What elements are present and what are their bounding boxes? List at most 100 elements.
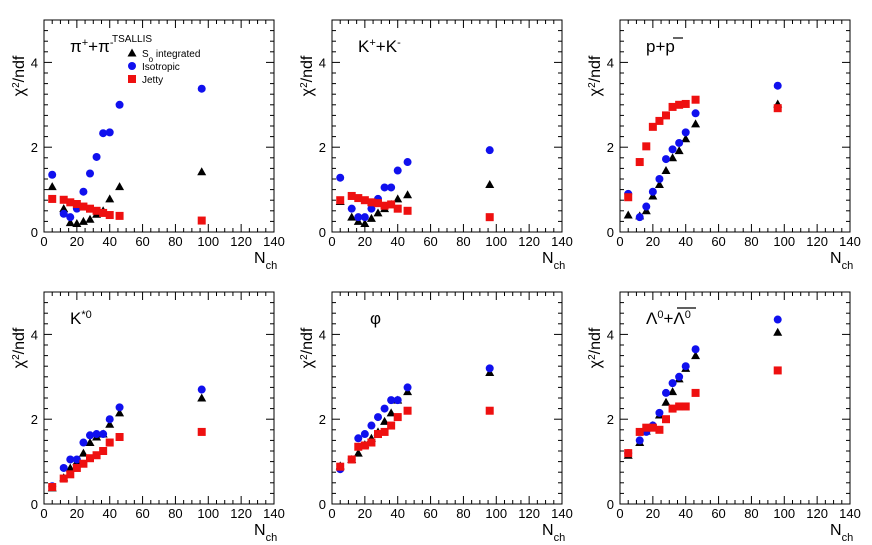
data-point-jetty xyxy=(668,102,677,111)
data-point-isotropic xyxy=(655,408,664,417)
data-point-isotropic xyxy=(72,455,81,464)
data-point-s0 xyxy=(78,216,88,225)
data-point-jetty xyxy=(773,104,782,113)
panel-title: φ xyxy=(370,309,381,328)
legend-title: TSALLIS xyxy=(112,34,152,45)
data-point-jetty xyxy=(380,427,389,436)
x-tick-label: 0 xyxy=(328,234,335,249)
series-jetty xyxy=(624,366,782,458)
legend-marker-isotropic xyxy=(128,62,136,70)
data-point-jetty xyxy=(79,202,88,211)
series-jetty xyxy=(48,427,206,492)
data-point-jetty xyxy=(635,427,644,436)
data-point-s0 xyxy=(623,210,633,219)
series-s0 xyxy=(623,99,783,220)
x-tick-label: 20 xyxy=(70,234,84,249)
x-tick-label: 120 xyxy=(230,234,252,249)
x-tick-label: 140 xyxy=(263,234,285,249)
data-point-s0 xyxy=(668,153,678,162)
data-point-isotropic xyxy=(387,396,396,405)
data-point-jetty xyxy=(360,196,369,205)
x-axis-title: Nch xyxy=(542,250,565,272)
x-tick-label: 60 xyxy=(423,234,437,249)
data-point-isotropic xyxy=(197,385,206,394)
y-tick-label: 0 xyxy=(31,497,38,512)
data-point-isotropic xyxy=(648,187,657,196)
y-tick-label: 2 xyxy=(31,412,38,427)
x-tick-label: 20 xyxy=(358,234,372,249)
series-isotropic xyxy=(48,84,206,222)
data-point-isotropic xyxy=(336,173,345,182)
x-tick-label: 100 xyxy=(197,234,219,249)
data-point-jetty xyxy=(403,206,412,215)
y-axis-title: χ2/ndf xyxy=(11,55,29,96)
x-tick-label: 100 xyxy=(485,506,507,521)
data-point-s0 xyxy=(353,448,363,457)
y-axis-title: χ2/ndf xyxy=(587,327,605,368)
data-point-isotropic xyxy=(86,431,94,440)
x-tick-label: 140 xyxy=(839,234,861,249)
data-point-isotropic xyxy=(387,183,396,192)
data-point-jetty xyxy=(485,406,494,415)
data-point-jetty xyxy=(655,116,664,125)
data-point-isotropic xyxy=(675,138,684,147)
series-jetty xyxy=(48,194,206,225)
x-tick-label: 20 xyxy=(646,506,660,521)
data-point-isotropic xyxy=(48,170,57,179)
data-point-isotropic xyxy=(393,166,402,175)
data-point-jetty xyxy=(624,449,633,458)
data-point-jetty xyxy=(648,122,657,131)
x-tick-label: 60 xyxy=(711,234,725,249)
data-point-isotropic xyxy=(485,146,494,155)
data-point-isotropic xyxy=(360,430,369,439)
data-point-jetty xyxy=(59,474,68,483)
data-point-s0 xyxy=(773,327,783,336)
x-tick-label: 80 xyxy=(168,234,182,249)
data-point-s0 xyxy=(674,146,684,155)
data-point-s0 xyxy=(197,167,207,176)
series-jetty xyxy=(336,406,494,471)
data-point-jetty xyxy=(675,100,684,109)
panel-lambda: 0 20 40 60 80 100 120 140 0 2 4 Nch χ2/ndf Λ0+Λ0 xyxy=(587,291,861,544)
data-point-jetty xyxy=(691,388,700,397)
x-tick-label: 100 xyxy=(485,234,507,249)
y-tick-label: 0 xyxy=(31,225,38,240)
data-point-isotropic xyxy=(59,463,68,472)
legend-marker-s0 xyxy=(127,48,137,57)
series-s0 xyxy=(335,368,495,470)
data-point-s0 xyxy=(115,182,125,191)
data-point-s0 xyxy=(366,213,376,222)
x-tick-label: 40 xyxy=(390,506,404,521)
data-point-isotropic xyxy=(642,202,651,211)
y-tick-label: 4 xyxy=(31,55,38,70)
data-point-s0 xyxy=(661,166,671,175)
data-point-s0 xyxy=(78,448,88,457)
x-axis-title: Nch xyxy=(830,250,853,272)
data-point-jetty xyxy=(92,206,101,215)
data-point-isotropic xyxy=(681,362,690,371)
data-point-jetty xyxy=(48,483,57,492)
x-tick-label: 0 xyxy=(40,506,47,521)
data-point-isotropic xyxy=(485,364,494,373)
x-tick-label: 40 xyxy=(390,234,404,249)
x-tick-label: 120 xyxy=(230,506,252,521)
data-point-isotropic xyxy=(79,187,88,196)
data-point-s0 xyxy=(654,180,664,189)
data-point-jetty xyxy=(99,447,108,455)
panel-phi: 0 20 40 60 80 100 120 140 0 2 4 Nch χ2/ndf φ xyxy=(299,291,573,544)
legend-label-isotropic: Isotropic xyxy=(142,62,180,73)
x-tick-label: 80 xyxy=(456,234,470,249)
x-tick-label: 140 xyxy=(263,506,285,521)
data-point-isotropic xyxy=(691,345,700,354)
data-point-s0 xyxy=(691,351,701,360)
data-point-jetty xyxy=(105,211,114,220)
panel-title: K*0 xyxy=(70,309,92,328)
x-axis-title: Nch xyxy=(542,522,565,544)
data-point-jetty xyxy=(403,406,412,415)
series-isotropic xyxy=(336,146,494,222)
data-point-s0 xyxy=(65,218,75,227)
data-point-jetty xyxy=(374,199,382,208)
data-point-isotropic xyxy=(681,128,690,137)
x-tick-label: 40 xyxy=(102,234,116,249)
y-tick-label: 0 xyxy=(607,225,614,240)
